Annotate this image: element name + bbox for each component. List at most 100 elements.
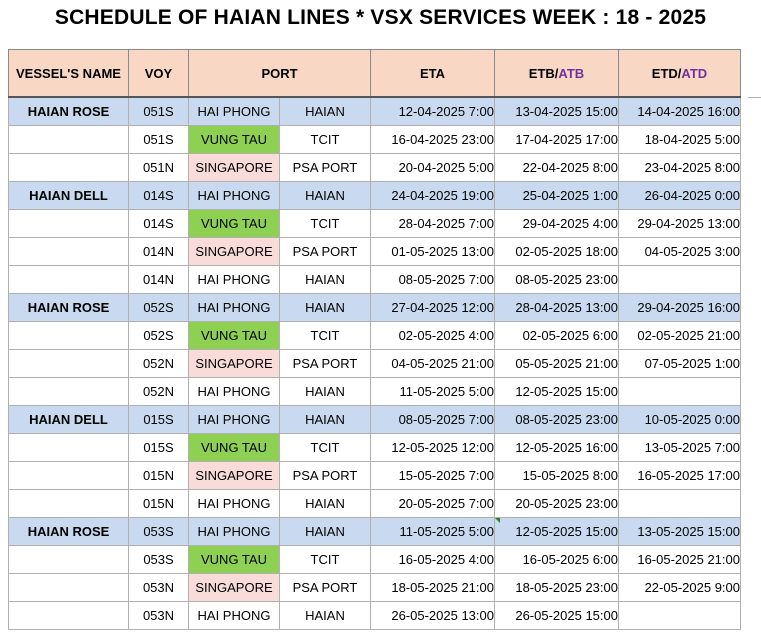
vessel-name-cell xyxy=(8,489,129,518)
header-atd: ATD xyxy=(681,65,708,81)
terminal-cell: TCIT xyxy=(279,321,371,350)
terminal-cell: PSA PORT xyxy=(279,237,371,266)
terminal-cell: HAIAN xyxy=(279,405,371,434)
port-cell: VUNG TAU xyxy=(188,209,280,238)
header-port: PORT xyxy=(188,49,371,98)
terminal-cell: PSA PORT xyxy=(279,153,371,182)
port-cell: SINGAPORE xyxy=(188,349,280,378)
etd-cell: 26-04-2025 0:00 xyxy=(618,181,741,210)
header-etd-atd: ETD/ATD xyxy=(618,49,741,98)
table-row: 015S VUNG TAU TCIT 12-05-2025 12:00 12-05-20… xyxy=(8,433,741,462)
table-row: 014S VUNG TAU TCIT 28-04-2025 7:00 29-04-202… xyxy=(8,209,741,238)
voyage-cell: 053S xyxy=(128,517,189,546)
schedule-rows: HAIAN ROSE 051S HAI PHONG HAIAN 12-04-2025 7… xyxy=(8,96,741,630)
etd-cell xyxy=(618,265,741,294)
etd-cell xyxy=(618,601,741,630)
eta-cell: 16-04-2025 23:00 xyxy=(370,125,495,154)
port-cell: VUNG TAU xyxy=(188,545,280,574)
vessel-name-cell xyxy=(8,601,129,630)
eta-cell: 28-04-2025 7:00 xyxy=(370,209,495,238)
vessel-name-cell xyxy=(8,321,129,350)
port-cell: HAI PHONG xyxy=(188,405,280,434)
port-cell: HAI PHONG xyxy=(188,601,280,630)
eta-cell: 18-05-2025 21:00 xyxy=(370,573,495,602)
eta-cell: 12-04-2025 7:00 xyxy=(370,96,495,126)
voyage-cell: 051S xyxy=(128,125,189,154)
etd-cell: 23-04-2025 8:00 xyxy=(618,153,741,182)
etd-cell: 22-05-2025 9:00 xyxy=(618,573,741,602)
eta-cell: 26-05-2025 13:00 xyxy=(370,601,495,630)
page-title: SCHEDULE OF HAIAN LINES * VSX SERVICES W… xyxy=(54,6,707,29)
etd-cell: 29-04-2025 16:00 xyxy=(618,293,741,322)
etb-cell: 26-05-2025 15:00 xyxy=(494,601,619,630)
voyage-cell: 051N xyxy=(128,153,189,182)
vessel-name-cell xyxy=(8,433,129,462)
etb-cell: 16-05-2025 6:00 xyxy=(494,545,619,574)
table-row: 053S VUNG TAU TCIT 16-05-2025 4:00 16-05-202… xyxy=(8,545,741,574)
voyage-cell: 053N xyxy=(128,573,189,602)
eta-cell: 02-05-2025 4:00 xyxy=(370,321,495,350)
terminal-cell: HAIAN xyxy=(279,489,371,518)
terminal-cell: HAIAN xyxy=(279,265,371,294)
port-cell: SINGAPORE xyxy=(188,237,280,266)
etb-cell: 12-05-2025 15:00 xyxy=(494,377,619,406)
etd-cell xyxy=(618,377,741,406)
etb-cell: 08-05-2025 23:00 xyxy=(494,265,619,294)
eta-cell: 16-05-2025 4:00 xyxy=(370,545,495,574)
eta-cell: 08-05-2025 7:00 xyxy=(370,265,495,294)
terminal-cell: PSA PORT xyxy=(279,573,371,602)
eta-cell: 04-05-2025 21:00 xyxy=(370,349,495,378)
schedule-table: VESSEL'S NAME VOY PORT ETA ETB/ATB ETD/A… xyxy=(8,49,741,630)
etd-cell: 14-04-2025 16:00 xyxy=(618,96,741,126)
terminal-cell: HAIAN xyxy=(279,601,371,630)
etd-cell: 07-05-2025 1:00 xyxy=(618,349,741,378)
etb-cell: 12-05-2025 16:00 xyxy=(494,433,619,462)
etd-cell: 13-05-2025 7:00 xyxy=(618,433,741,462)
port-cell: VUNG TAU xyxy=(188,433,280,462)
header-vessel-name: VESSEL'S NAME xyxy=(8,49,129,98)
eta-cell: 12-05-2025 12:00 xyxy=(370,433,495,462)
eta-cell: 27-04-2025 12:00 xyxy=(370,293,495,322)
header-etb: ETB/ xyxy=(528,65,559,81)
vessel-name-cell xyxy=(8,461,129,490)
port-cell: HAI PHONG xyxy=(188,181,280,210)
terminal-cell: TCIT xyxy=(279,433,371,462)
vessel-name-cell xyxy=(8,377,129,406)
vessel-name-cell xyxy=(8,125,129,154)
terminal-cell: HAIAN xyxy=(279,96,371,126)
etd-cell xyxy=(618,489,741,518)
header-voy: VOY xyxy=(128,49,189,98)
port-cell: HAI PHONG xyxy=(188,96,280,126)
voyage-cell: 052S xyxy=(128,293,189,322)
table-header-row: VESSEL'S NAME VOY PORT ETA ETB/ATB ETD/A… xyxy=(8,49,741,98)
port-cell: HAI PHONG xyxy=(188,293,280,322)
etb-cell: 25-04-2025 1:00 xyxy=(494,181,619,210)
vessel-name-cell: HAIAN DELL xyxy=(8,405,129,434)
header-atb: ATB xyxy=(558,65,585,81)
terminal-cell: TCIT xyxy=(279,125,371,154)
port-cell: SINGAPORE xyxy=(188,573,280,602)
etb-cell: 28-04-2025 13:00 xyxy=(494,293,619,322)
table-row: HAIAN ROSE 051S HAI PHONG HAIAN 12-04-2025 7… xyxy=(8,96,741,126)
table-row: 015N SINGAPORE PSA PORT 15-05-2025 7:00 15-0… xyxy=(8,461,741,490)
voyage-cell: 053S xyxy=(128,545,189,574)
etb-cell: 20-05-2025 23:00 xyxy=(494,489,619,518)
comment-indicator-icon xyxy=(495,518,500,523)
etd-cell: 02-05-2025 21:00 xyxy=(618,321,741,350)
eta-cell: 15-05-2025 7:00 xyxy=(370,461,495,490)
terminal-cell: HAIAN xyxy=(279,293,371,322)
etb-cell: 18-05-2025 23:00 xyxy=(494,573,619,602)
vessel-name-cell: HAIAN ROSE xyxy=(8,517,129,546)
table-row: 015N HAI PHONG HAIAN 20-05-2025 7:00 20-05-2… xyxy=(8,489,741,518)
eta-cell: 20-05-2025 7:00 xyxy=(370,489,495,518)
etd-cell: 16-05-2025 17:00 xyxy=(618,461,741,490)
vessel-name-cell xyxy=(8,265,129,294)
etb-cell: 22-04-2025 8:00 xyxy=(494,153,619,182)
table-row: HAIAN ROSE 052S HAI PHONG HAIAN 27-04-2025 1… xyxy=(8,293,741,322)
voyage-cell: 052N xyxy=(128,349,189,378)
vessel-name-cell: HAIAN ROSE xyxy=(8,96,129,126)
eta-cell: 24-04-2025 19:00 xyxy=(370,181,495,210)
etd-cell: 29-04-2025 13:00 xyxy=(618,209,741,238)
etd-cell: 10-05-2025 0:00 xyxy=(618,405,741,434)
table-row: 052S VUNG TAU TCIT 02-05-2025 4:00 02-05-202… xyxy=(8,321,741,350)
